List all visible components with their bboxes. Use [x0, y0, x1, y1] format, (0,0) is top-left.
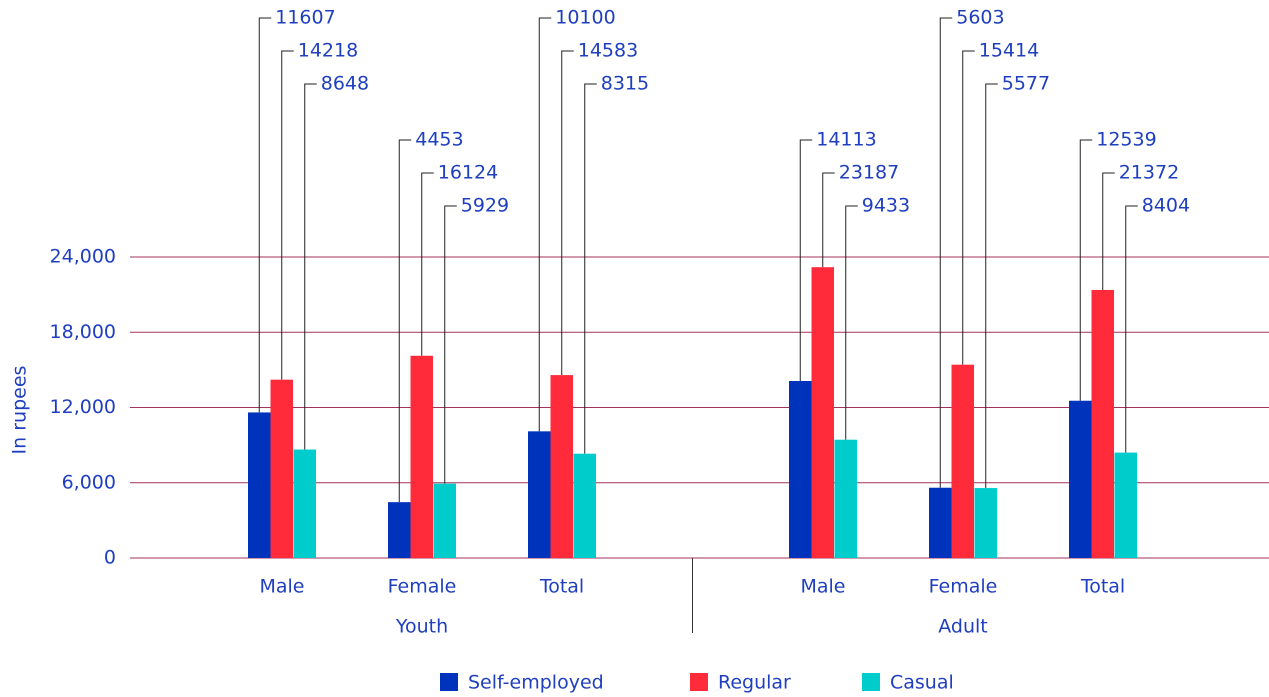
data-label: 16124: [438, 162, 498, 184]
leader-line: [444, 205, 457, 484]
x-tick-label: Female: [388, 576, 457, 598]
leader-line: [1125, 205, 1138, 453]
leader-line: [1102, 172, 1115, 290]
bar: [1069, 400, 1092, 558]
data-label: 14583: [578, 40, 638, 62]
bar: [248, 412, 271, 558]
bar: [433, 483, 456, 558]
leader-line: [421, 172, 434, 356]
data-label: 10100: [555, 7, 615, 29]
y-tick-label: 12,000: [50, 396, 116, 418]
legend-label: Self-employed: [468, 672, 604, 694]
bar: [789, 380, 812, 558]
legend-label: Regular: [718, 672, 791, 694]
leader-line: [398, 139, 412, 503]
y-tick-label: 0: [104, 547, 116, 569]
x-tick-label: Female: [929, 576, 998, 598]
data-label: 9433: [862, 195, 910, 217]
x-tick-label: Total: [1080, 576, 1125, 598]
y-tick-label: 24,000: [50, 246, 116, 268]
bar: [929, 487, 952, 558]
bar: [293, 449, 316, 558]
bar: [573, 453, 596, 558]
data-label: 12539: [1096, 129, 1156, 151]
y-tick-label: 18,000: [50, 321, 116, 343]
data-label: 15414: [979, 40, 1039, 62]
group-label: Adult: [938, 616, 988, 638]
data-label: 14113: [816, 129, 876, 151]
bar: [550, 375, 573, 558]
leader-line: [845, 205, 858, 440]
legend-swatch: [440, 673, 458, 691]
legend-swatch: [862, 673, 880, 691]
data-label: 21372: [1119, 162, 1179, 184]
bar: [270, 379, 293, 558]
bar: [388, 502, 411, 558]
legend-swatch: [690, 673, 708, 691]
data-label: 5929: [461, 195, 509, 217]
y-axis-label: In rupees: [9, 366, 31, 455]
data-label: 11607: [275, 7, 335, 29]
bar: [951, 364, 974, 558]
leader-line: [822, 172, 835, 268]
leader-line: [538, 17, 552, 432]
data-label: 8648: [321, 73, 369, 95]
bar: [974, 488, 997, 558]
data-label: 4453: [415, 129, 463, 151]
leader-line: [584, 83, 597, 454]
x-tick-label: Male: [259, 576, 304, 598]
leader-line: [985, 83, 998, 489]
leader-line: [962, 50, 975, 365]
data-label: 5603: [956, 7, 1004, 29]
data-label: 5577: [1002, 73, 1050, 95]
x-tick-label: Male: [800, 576, 845, 598]
legend-label: Casual: [890, 672, 954, 694]
bar: [1091, 289, 1114, 558]
bar: [834, 439, 857, 558]
leader-line: [799, 139, 813, 381]
leader-line: [304, 83, 317, 450]
leader-line: [561, 50, 574, 376]
data-label: 23187: [839, 162, 899, 184]
y-tick-label: 6,000: [62, 471, 116, 493]
bar: [410, 355, 433, 558]
bar: [1114, 452, 1137, 558]
x-tick-label: Total: [539, 576, 584, 598]
leader-line: [939, 17, 953, 488]
bar: [811, 267, 834, 558]
leader-line: [258, 17, 272, 413]
bar: [528, 431, 551, 558]
data-label: 14218: [298, 40, 358, 62]
leader-line: [281, 50, 294, 380]
leader-line: [1079, 139, 1093, 401]
data-label: 8404: [1142, 195, 1190, 217]
data-label: 8315: [601, 73, 649, 95]
group-label: Youth: [395, 616, 448, 638]
